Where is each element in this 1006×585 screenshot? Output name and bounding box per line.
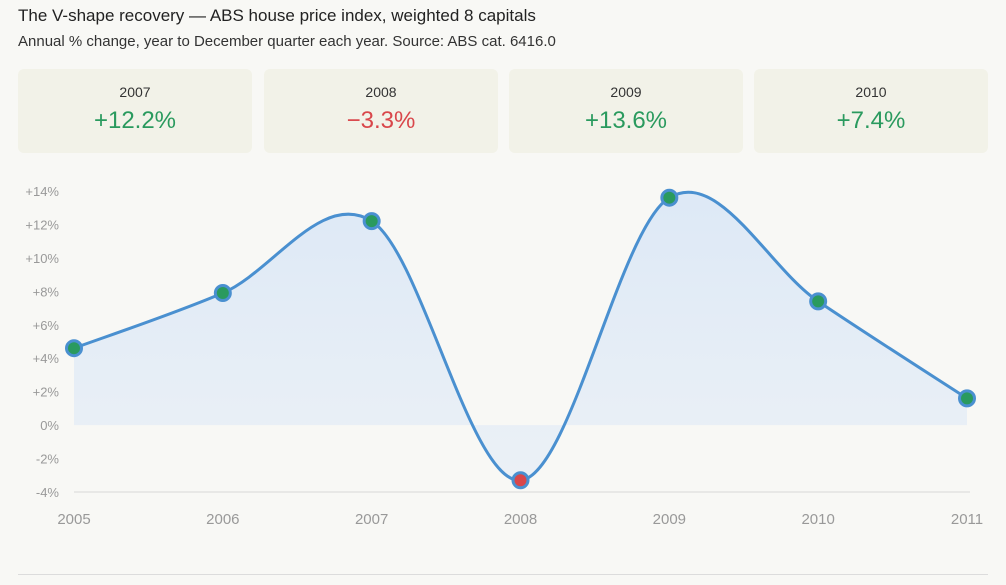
x-tick-label: 2008 xyxy=(504,511,537,528)
y-tick-label: +2% xyxy=(33,385,60,400)
card-value: +13.6% xyxy=(584,107,668,134)
card-year: 2007 xyxy=(119,84,151,100)
y-tick-label: -4% xyxy=(36,485,60,500)
card-value: +7.4% xyxy=(836,107,906,134)
series-area xyxy=(74,192,967,481)
y-tick-label: +14% xyxy=(25,184,59,199)
summary-card-2007: 2007 +12.2% xyxy=(18,69,252,153)
x-tick-label: 2007 xyxy=(355,511,388,528)
x-tick-label: 2005 xyxy=(57,511,90,528)
chart-subtitle: Annual % change, year to December quarte… xyxy=(18,33,556,50)
y-tick-label: +12% xyxy=(25,217,59,232)
x-tick-label: 2011 xyxy=(951,511,983,528)
data-point[interactable] xyxy=(660,188,679,207)
y-tick-label: +4% xyxy=(33,351,60,366)
data-point[interactable] xyxy=(65,339,83,358)
y-tick-label: -2% xyxy=(36,452,60,467)
card-year: 2010 xyxy=(855,84,887,100)
y-tick-label: +6% xyxy=(33,318,60,333)
data-point[interactable] xyxy=(958,389,976,408)
card-year: 2009 xyxy=(610,84,642,100)
chart-title: The V-shape recovery — ABS house price i… xyxy=(18,6,536,25)
data-point[interactable] xyxy=(362,212,381,231)
data-point[interactable] xyxy=(511,471,530,490)
summary-card-2008: 2008 −3.3% xyxy=(264,69,498,153)
card-year: 2008 xyxy=(365,84,397,100)
y-tick-label: 0% xyxy=(40,418,59,433)
y-tick-label: +8% xyxy=(33,284,60,299)
summary-card-2010: 2010 +7.4% xyxy=(754,69,988,153)
x-tick-label: 2006 xyxy=(206,511,239,528)
x-tick-label: 2010 xyxy=(801,511,834,528)
card-value: −3.3% xyxy=(346,107,416,134)
card-value: +12.2% xyxy=(93,107,177,134)
bottom-divider xyxy=(18,574,988,575)
summary-card-2009: 2009 +13.6% xyxy=(509,69,743,153)
data-point[interactable] xyxy=(809,292,828,311)
y-tick-label: +10% xyxy=(25,251,59,266)
x-tick-label: 2009 xyxy=(653,511,686,528)
data-point[interactable] xyxy=(213,284,232,303)
